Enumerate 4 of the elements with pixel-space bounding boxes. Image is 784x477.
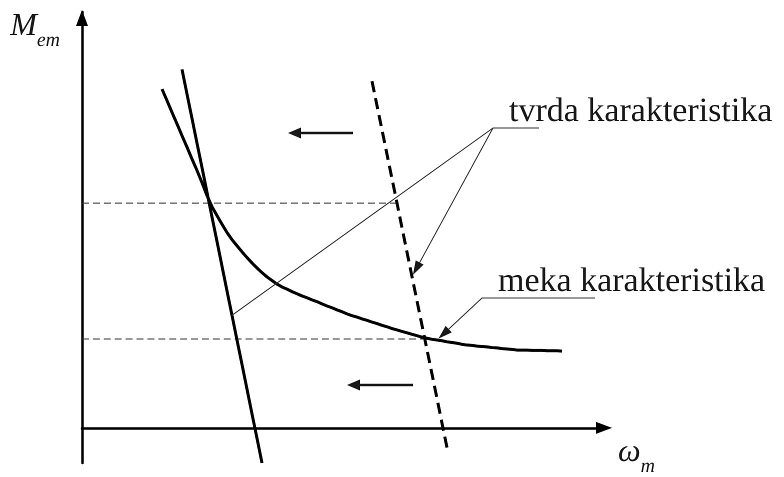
text: tvrda karakteristika <box>509 92 772 129</box>
x-axis-title: ω$_{m}$ <box>618 432 655 477</box>
series-label: meka karakteristika <box>498 262 766 299</box>
y-axis-title: M$_{em}$ <box>9 6 60 51</box>
